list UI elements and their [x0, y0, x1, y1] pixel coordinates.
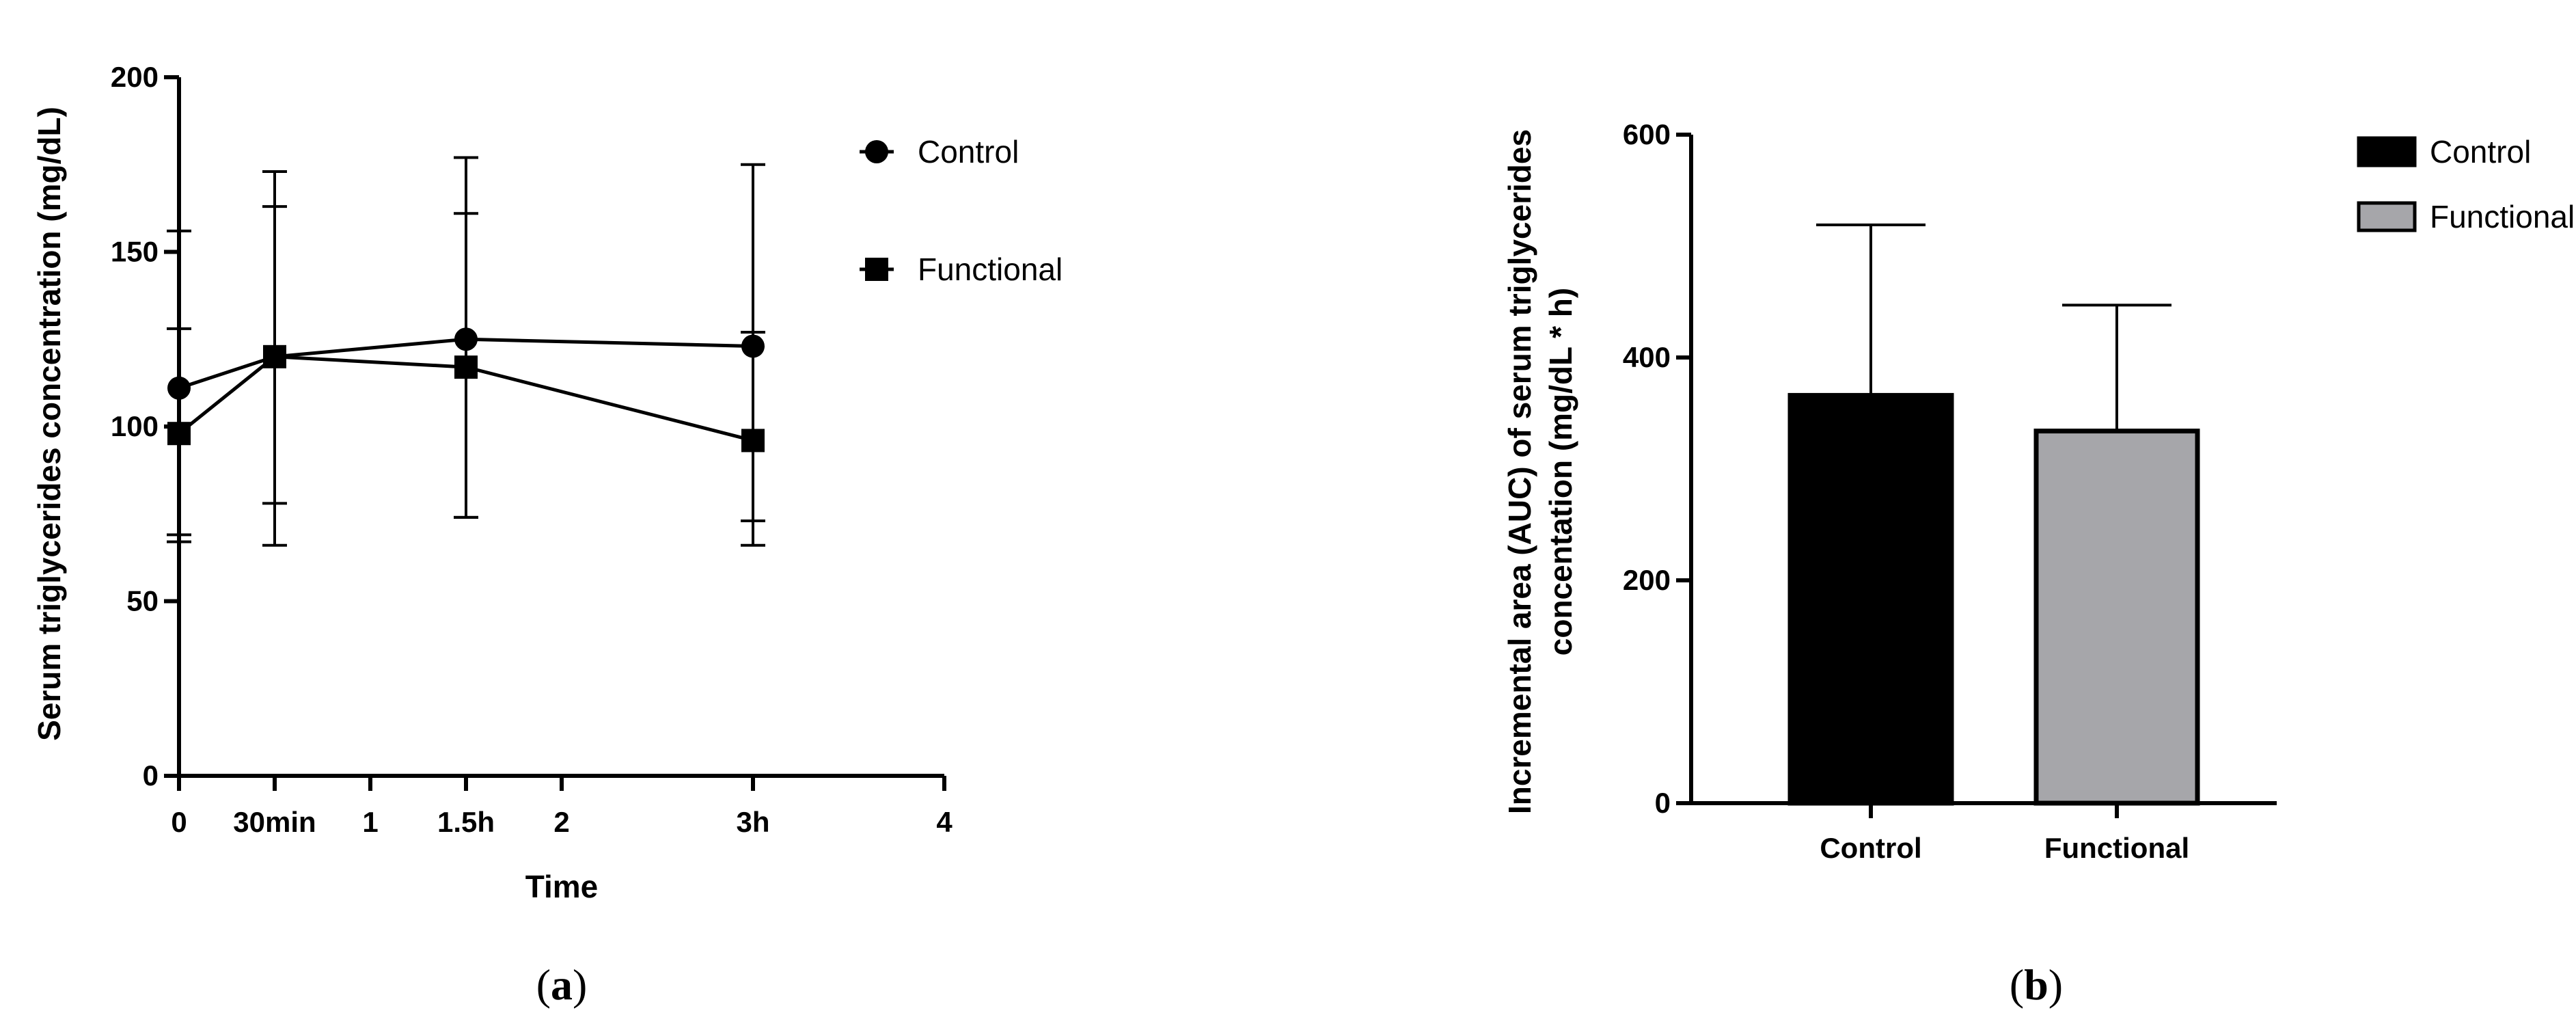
legend-functional-label: Functional — [2430, 199, 2575, 234]
line-chart-x-tick-label: 3h — [736, 806, 769, 838]
bar-chart-y-tick-label: 400 — [1623, 341, 1671, 373]
bar-chart-bars — [1787, 392, 2200, 806]
functional-point — [167, 422, 191, 446]
line-chart-x-tick-label: 30min — [233, 806, 316, 838]
bar-chart-y-axis-label-line-1: Incremental area (AUC) of serum triglyce… — [1502, 129, 1537, 814]
bar-chart-x-axis: Control Functional — [1691, 801, 2277, 864]
panel-label-b: (b) — [2010, 960, 2063, 1009]
line-chart-x-tick-label: 2 — [553, 806, 569, 838]
line-chart-x-tick-label: 4 — [936, 806, 953, 838]
functional-series-line — [178, 355, 754, 442]
line-chart-x-axis-label: Time — [525, 869, 599, 904]
control-point — [741, 334, 765, 358]
line-chart-x-tick-label: 1.5h — [437, 806, 495, 838]
control-point — [167, 376, 191, 400]
bar-functional — [2033, 429, 2200, 806]
line-chart-y-tick-label: 0 — [143, 759, 159, 792]
control-series-line — [178, 337, 754, 390]
line-chart-y-tick-label: 50 — [126, 585, 159, 617]
legend-functional-swatch — [2357, 201, 2417, 232]
panel-label-a: (a) — [536, 960, 588, 1009]
control-point — [454, 327, 478, 351]
bar-chart: 0 200 400 600 Control Functional Incremental… — [1502, 118, 2575, 1009]
bar-chart-x-tick-label: Control — [1820, 832, 1921, 864]
line-chart-y-tick-label: 150 — [111, 236, 159, 268]
legend-control-label: Control — [918, 134, 1019, 170]
line-chart-y-axis-label: Serum triglycerides concentration (mg/dL… — [31, 107, 67, 741]
legend-control-marker — [865, 140, 888, 163]
bar-chart-y-tick-label: 200 — [1623, 564, 1671, 596]
legend-functional-label: Functional — [918, 252, 1063, 287]
bar-chart-y-axis-label-line-2: concentation (mg/dL * h) — [1543, 288, 1578, 656]
bar-chart-error-bars — [1816, 224, 2171, 431]
bar-chart-y-tick-label: 600 — [1623, 118, 1671, 150]
line-chart-x-axis: 0 30min 1 1.5h 2 3h 4 — [171, 774, 953, 838]
line-chart-y-tick-label: 200 — [111, 61, 159, 93]
legend-functional-marker — [865, 258, 888, 281]
functional-point — [454, 355, 478, 379]
line-chart-error-bars — [167, 156, 765, 547]
line-chart-x-tick-label: 0 — [171, 806, 187, 838]
line-chart-markers — [167, 327, 765, 453]
bar-chart-legend: Control Functional — [2357, 134, 2575, 234]
bar-chart-x-tick-label: Functional — [2044, 832, 2189, 864]
line-chart-legend: Control Functional — [860, 134, 1063, 287]
bar-control — [1787, 392, 1954, 806]
bar-chart-y-tick-label: 0 — [1655, 787, 1671, 819]
line-chart-y-axis: 0 50 100 150 200 — [111, 61, 181, 792]
functional-point — [263, 345, 286, 368]
legend-control-label: Control — [2430, 134, 2531, 170]
functional-point — [741, 429, 765, 453]
line-chart-series-lines — [178, 337, 754, 442]
bar-chart-y-axis: 0 200 400 600 — [1623, 118, 1693, 819]
line-chart-y-tick-label: 100 — [111, 410, 159, 442]
legend-control-swatch — [2357, 136, 2417, 167]
bar-chart-y-axis-label: Incremental area (AUC) of serum triglyce… — [1502, 129, 1578, 814]
line-chart: 0 50 100 150 200 0 30min 1 1.5h 2 3h 4 Time Serum … — [31, 61, 1063, 1009]
line-chart-x-tick-label: 1 — [362, 806, 378, 838]
